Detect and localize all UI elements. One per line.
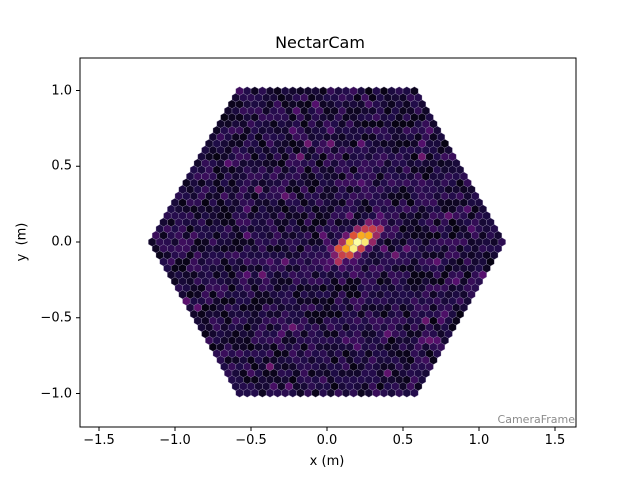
camera-pixels [148, 86, 506, 398]
x-tick-label: 0.5 [392, 433, 414, 448]
x-tick-label: 1.5 [544, 433, 566, 448]
y-axis-label: y (m) [14, 222, 30, 262]
y-tick-label: 1.0 [51, 83, 72, 98]
x-tick-label: −0.5 [235, 433, 267, 448]
x-axis-label: x (m) [309, 454, 345, 469]
y-tick-label: −1.0 [40, 386, 72, 401]
x-tick-label: −1.0 [159, 433, 191, 448]
y-tick-label: −0.5 [40, 310, 72, 326]
x-tick-label: 0.0 [316, 433, 338, 448]
x-tick-label: −1.5 [83, 433, 115, 448]
tick-marks [76, 90, 556, 431]
y-tick-label: 0.5 [51, 158, 72, 174]
camera-frame-annotation: CameraFrame [497, 413, 575, 426]
y-tick-label: 0.0 [51, 234, 72, 250]
x-tick-label: 1.0 [468, 433, 490, 448]
camera-pixel [410, 86, 419, 96]
chart-title: NectarCam [275, 33, 365, 52]
